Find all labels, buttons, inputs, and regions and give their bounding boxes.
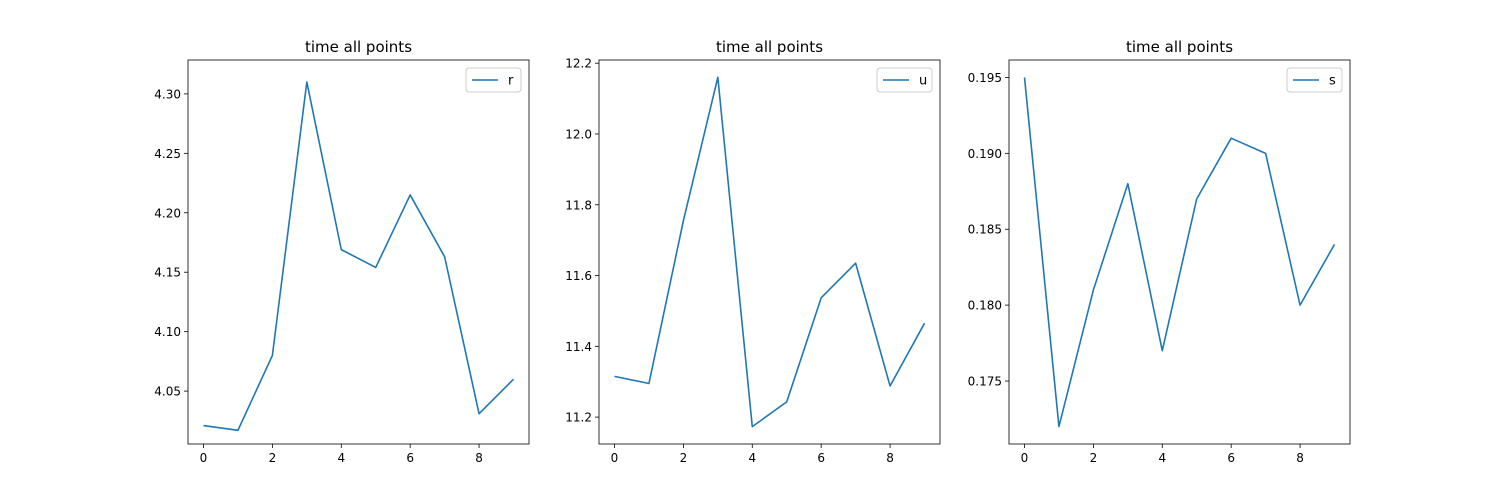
x-tick-label: 4: [337, 451, 345, 465]
axes-frame: [1008, 59, 1351, 445]
y-tick-label: 0.190: [968, 147, 1002, 161]
legend-label: r: [508, 74, 514, 89]
x-tick-label: 6: [406, 451, 414, 465]
y-tick-label: 0.185: [968, 223, 1002, 237]
x-tick-label: 0: [611, 451, 619, 465]
x-tick-label: 4: [1158, 451, 1166, 465]
y-tick-label: 12.2: [565, 57, 592, 71]
y-tick-label: 0.195: [968, 71, 1002, 85]
chart-title: time all points: [716, 38, 823, 56]
y-tick-label: 11.6: [565, 269, 592, 283]
series-line-r: [203, 81, 515, 432]
x-tick-label: 0: [1021, 451, 1029, 465]
x-tick-label: 8: [475, 451, 483, 465]
x-tick-label: 0: [200, 451, 208, 465]
y-tick-label: 11.4: [565, 340, 592, 354]
y-tick-label: 0.180: [968, 299, 1002, 313]
chart-title: time all points: [1126, 38, 1233, 56]
legend-label: u: [919, 74, 927, 89]
x-tick-label: 6: [817, 451, 825, 465]
legend-label: s: [1329, 74, 1336, 89]
y-tick-label: 4.25: [154, 147, 181, 161]
y-tick-label: 12.0: [565, 127, 592, 141]
x-tick-label: 6: [1227, 451, 1235, 465]
series-line-u: [614, 76, 926, 428]
subplot-3: time all points 0 2 4 6 8 0.175 0.180 0.185 0.190…: [968, 38, 1351, 465]
x-tick-label: 8: [1296, 451, 1304, 465]
axes-frame: [598, 59, 941, 445]
legend: r: [465, 67, 522, 93]
x-tick-label: 2: [269, 451, 277, 465]
chart-title: time all points: [305, 38, 412, 56]
legend: s: [1286, 67, 1343, 93]
subplot-2: time all points 0 2 4 6 8 11.2 11.4 11.6 11.8 12.0…: [565, 38, 941, 465]
x-tick-label: 8: [886, 451, 894, 465]
y-tick-label: 4.15: [154, 266, 181, 280]
y-tick-label: 4.30: [154, 87, 181, 101]
series-line-s: [1023, 77, 1336, 428]
y-tick-label: 11.2: [565, 411, 592, 425]
y-tick-label: 4.10: [154, 325, 181, 339]
axes-frame: [187, 59, 530, 445]
x-tick-label: 2: [680, 451, 688, 465]
subplot-1: time all points 0 2 4 6 8 4.05 4.10 4.15 4.20 4.25…: [154, 38, 530, 465]
x-tick-label: 4: [748, 451, 756, 465]
x-tick-label: 2: [1090, 451, 1098, 465]
y-tick-label: 0.175: [968, 375, 1002, 389]
y-tick-label: 4.20: [154, 206, 181, 220]
y-tick-label: 11.8: [565, 198, 592, 212]
y-tick-label: 4.05: [154, 385, 181, 399]
legend: u: [876, 67, 933, 93]
